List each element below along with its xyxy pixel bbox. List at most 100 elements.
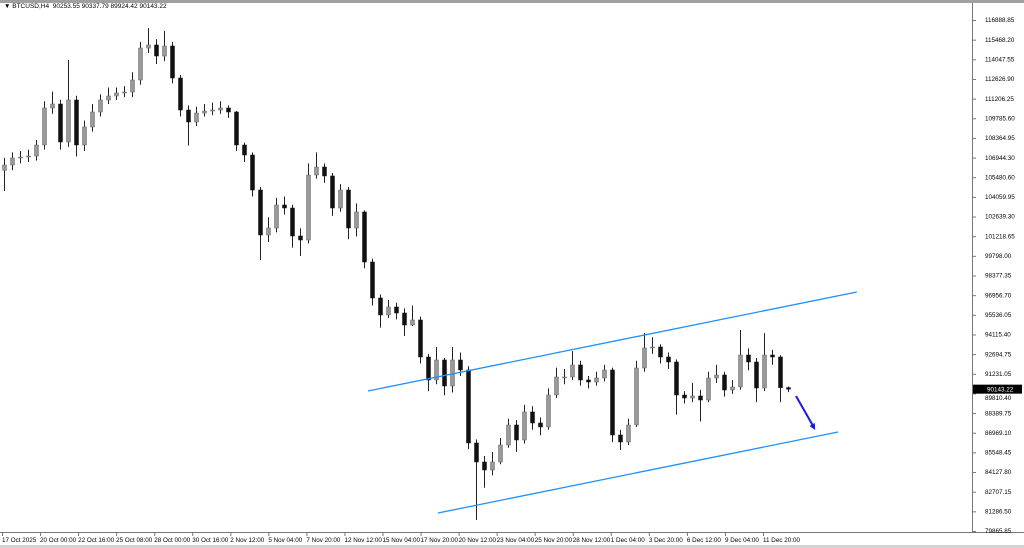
candle-body-bear (682, 394, 687, 399)
time-label: 6 Dec 12:00 (687, 537, 721, 544)
time-label: 15 Nov 04:00 (383, 537, 421, 544)
candle-body-bear (74, 99, 79, 146)
candle-body-bear (754, 361, 759, 389)
time-axis: 17 Oct 2025 20 Oct 00:00 22 Oct 16:00 25 Oc… (2, 532, 800, 544)
candle-body-bull (706, 377, 711, 401)
candle (618, 429, 623, 450)
candle-body-bear (58, 103, 63, 143)
candle (98, 94, 103, 117)
candle (186, 105, 191, 146)
current-price-label: 90143.22 (987, 386, 1014, 393)
candles-group (2, 28, 791, 520)
ohlc-readout: 90253.55 90337.79 89924.42 90143.22 (52, 3, 167, 10)
candle-body-bear (178, 77, 183, 111)
candle-body-bull (730, 386, 735, 391)
candle (570, 351, 575, 381)
candle-body-bear (474, 442, 479, 463)
candle-body-bull (602, 369, 607, 379)
candle-body-bull (314, 166, 319, 176)
price-label: 102639.30 (985, 214, 1015, 221)
candle (658, 344, 663, 364)
scrollbar[interactable] (0, 545, 1024, 548)
candle-body-bear (346, 189, 351, 229)
time-label: 25 Nov 20:00 (535, 537, 573, 544)
candle (698, 389, 703, 422)
candle (426, 353, 431, 392)
candle (354, 203, 359, 237)
candle (538, 417, 543, 436)
candle-body-bear (722, 374, 727, 391)
time-label: 23 Nov 04:00 (497, 537, 535, 544)
candle-body-bull (634, 367, 639, 426)
candle-body-bear (322, 166, 327, 177)
candle-body-bull (138, 47, 143, 81)
candle (298, 228, 303, 256)
candle-body-bull (762, 354, 767, 389)
candle-body-bear (426, 356, 431, 381)
candle (762, 333, 767, 392)
candle (530, 406, 535, 430)
candle-body-bear (538, 422, 543, 428)
candle-body-bull (546, 394, 551, 428)
price-label: 91231.05 (985, 371, 1012, 378)
triangle-down-icon[interactable]: ▼ (4, 3, 13, 10)
time-label: 30 Oct 16:00 (192, 537, 229, 544)
candle (282, 196, 287, 215)
candle-body-bull (490, 461, 495, 471)
candle-body-bull (18, 156, 23, 159)
candle-body-bear (786, 387, 791, 390)
candle (474, 439, 479, 520)
candle (154, 39, 159, 65)
candle (410, 305, 415, 327)
candle-body-bear (442, 359, 447, 387)
candle (50, 91, 55, 114)
candle (386, 300, 391, 318)
price-label: 84127.80 (985, 469, 1012, 476)
price-label: 85548.45 (985, 450, 1012, 457)
candle (130, 72, 135, 98)
candle-body-bull (122, 91, 127, 94)
price-label: 98377.35 (985, 273, 1012, 280)
candle (642, 332, 647, 372)
candle-body-bear (234, 111, 239, 146)
candle-body-bull (626, 424, 631, 443)
candle (738, 329, 743, 390)
price-label: 79865.85 (985, 528, 1012, 535)
candle-body-bear (362, 211, 367, 263)
candle (226, 105, 231, 118)
candle (258, 186, 263, 260)
candle-body-bull (90, 111, 95, 128)
candle (82, 120, 87, 151)
candle-body-bear (394, 306, 399, 314)
lower-channel-trendline (437, 431, 839, 514)
candle (594, 371, 599, 386)
candle-body-bull (410, 319, 415, 326)
candle-body-bull (714, 374, 719, 379)
price-label: 86969.10 (985, 430, 1012, 437)
candle-body-bull (274, 204, 279, 229)
candle-body-bull (106, 95, 111, 101)
candle (178, 75, 183, 117)
candle-body-bull (2, 164, 7, 171)
candle-body-bull (50, 103, 55, 109)
candle (514, 420, 519, 452)
down-arrow-icon (795, 395, 815, 428)
annotations-group (367, 291, 857, 514)
time-label: 17 Oct 2025 (2, 537, 37, 544)
candle (730, 380, 735, 394)
candle (786, 386, 791, 393)
candle-body-bear (290, 207, 295, 237)
candle-body-bear (618, 434, 623, 443)
candle (682, 391, 687, 404)
candle-body-bull (354, 211, 359, 229)
time-label: 2 Nov 12:00 (230, 537, 264, 544)
candle (42, 101, 47, 150)
candle (122, 86, 127, 98)
price-label: 105480.60 (985, 174, 1015, 181)
candle (442, 358, 447, 396)
candle-body-bear (530, 411, 535, 424)
candle-body-bear (154, 44, 159, 57)
candle-body-bear (514, 424, 519, 441)
price-label: 111206.25 (985, 96, 1014, 103)
